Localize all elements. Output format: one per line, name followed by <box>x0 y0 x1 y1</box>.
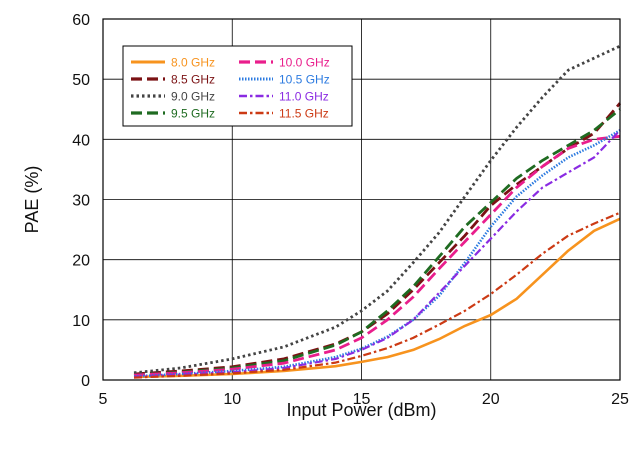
legend: 8.0 GHz 8.5 GHz 9.0 GHz 9.5 GHz 10.0 GHz 10.5… <box>122 45 353 127</box>
legend-box <box>122 45 353 127</box>
x-tick-label-1: 10 <box>223 391 241 408</box>
series-line-1 <box>133 102 622 376</box>
series-line-3 <box>133 108 621 377</box>
series-line-5 <box>133 129 621 378</box>
series-lines <box>133 44 622 379</box>
legend-label-3: 9.5 GHz <box>171 107 215 121</box>
y-tick-label-4: 40 <box>72 132 90 149</box>
x-tick-label-4: 25 <box>611 391 629 408</box>
y-axis-title: PAE (%) <box>22 166 42 234</box>
legend-label-4: 10.0 GHz <box>279 56 330 70</box>
tick-labels: 5 10 15 20 25 0 10 20 30 40 50 60 <box>72 12 629 408</box>
x-tick-label-0: 5 <box>99 391 108 408</box>
series-line-4 <box>133 134 621 377</box>
plot-frame <box>102 18 621 381</box>
x-tick-label-3: 20 <box>482 391 500 408</box>
y-tick-label-3: 30 <box>72 193 90 210</box>
legend-label-7: 11.5 GHz <box>279 107 329 121</box>
y-tick-label-2: 20 <box>72 253 90 270</box>
legend-label-1: 8.5 GHz <box>171 73 215 87</box>
series-line-7 <box>133 211 621 379</box>
x-tick-label-2: 15 <box>353 391 371 408</box>
y-tick-label-5: 50 <box>72 72 90 89</box>
series-line-6 <box>133 129 621 379</box>
legend-label-5: 10.5 GHz <box>279 73 330 87</box>
series-line-0 <box>133 217 621 379</box>
y-tick-label-6: 60 <box>72 12 90 29</box>
y-tick-label-0: 0 <box>81 373 90 390</box>
legend-label-2: 9.0 GHz <box>171 90 215 104</box>
legend-label-0: 8.0 GHz <box>171 56 215 70</box>
x-axis-title: Input Power (dBm) <box>286 400 436 420</box>
legend-label-6: 11.0 GHz <box>279 90 329 104</box>
y-tick-label-1: 10 <box>72 313 90 330</box>
